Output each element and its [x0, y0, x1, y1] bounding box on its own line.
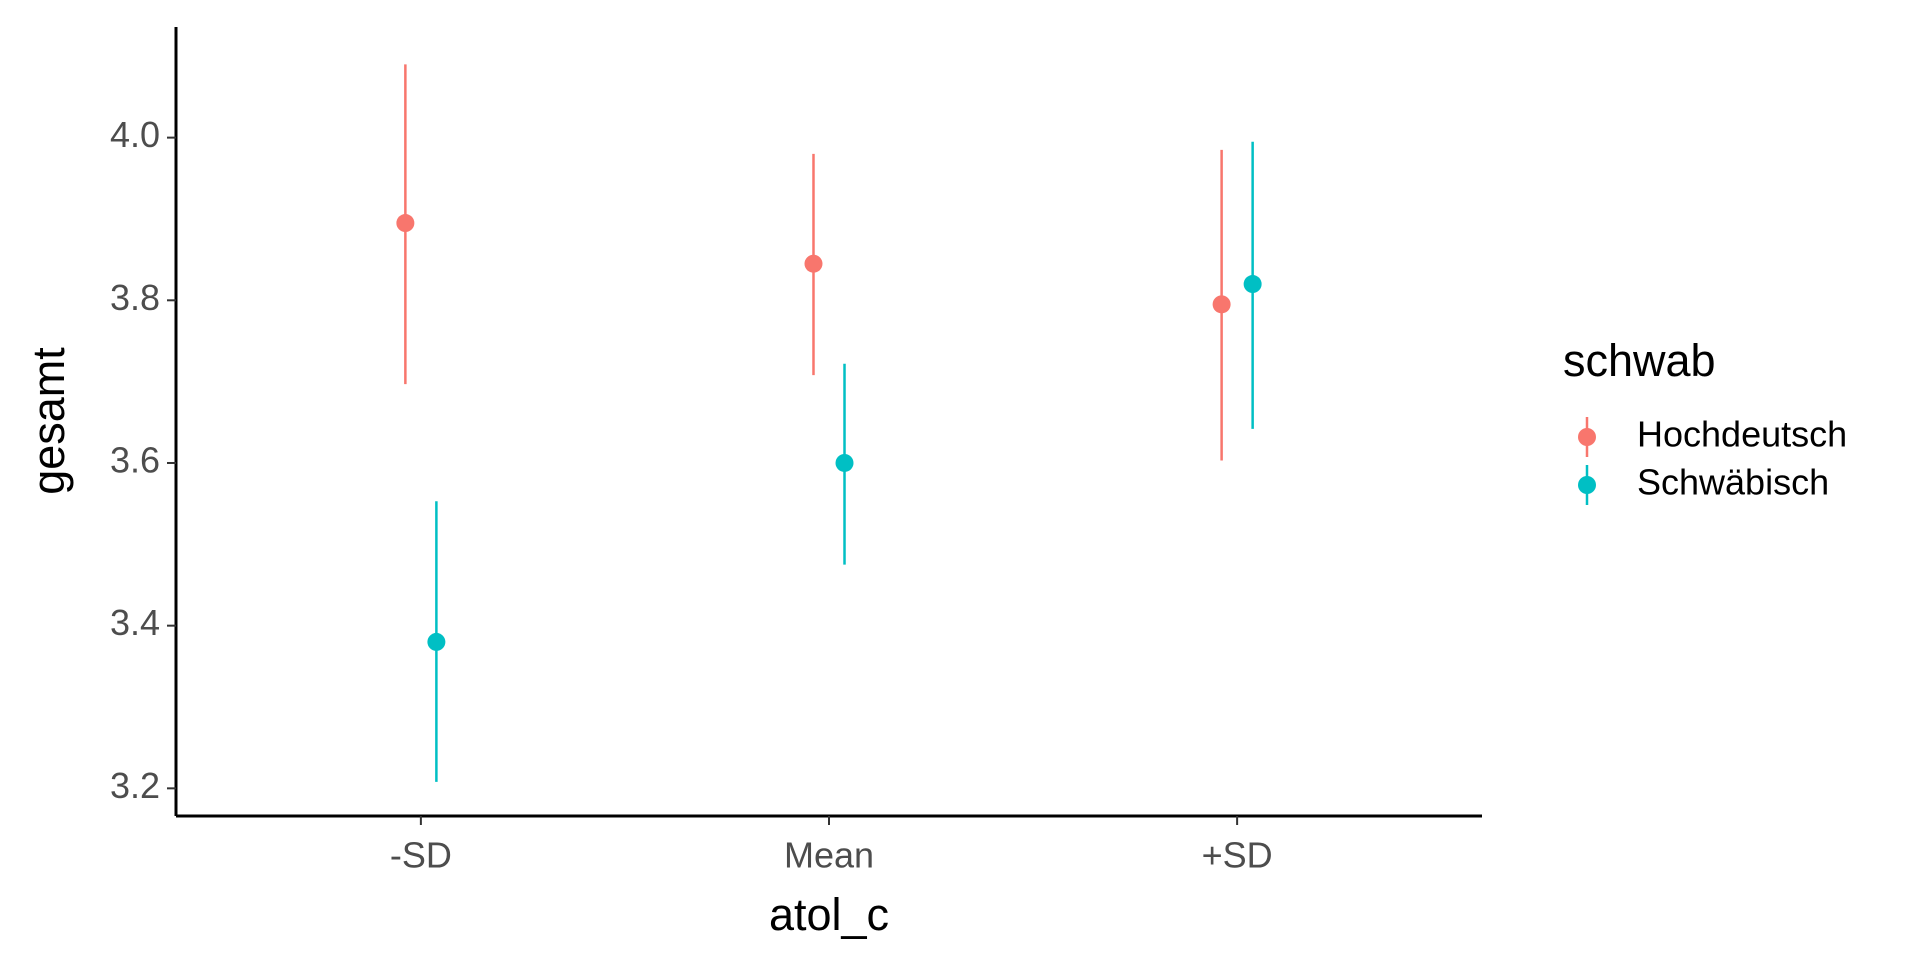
y-tick-label: 3.4 [110, 602, 160, 643]
legend-label: Schwäbisch [1637, 462, 1829, 503]
x-tick-label: -SD [390, 835, 452, 876]
point [835, 453, 854, 472]
point [396, 214, 415, 233]
y-axis-title: gesamt [23, 347, 74, 495]
x-tick-label: +SD [1202, 835, 1273, 876]
y-tick-label: 3.2 [110, 765, 160, 806]
y-tick-label: 3.6 [110, 439, 160, 480]
legend-title: schwab [1563, 335, 1716, 386]
point [1243, 275, 1262, 294]
point [427, 632, 446, 651]
y-tick-label: 3.8 [110, 277, 160, 318]
legend-key-point [1578, 428, 1596, 446]
point [1212, 295, 1231, 314]
x-tick-label: Mean [784, 835, 874, 876]
point [804, 254, 823, 273]
x-axis-title: atol_c [769, 889, 889, 940]
legend-label: Hochdeutsch [1637, 414, 1847, 455]
legend-key-point [1578, 476, 1596, 494]
y-tick-label: 4.0 [110, 114, 160, 155]
